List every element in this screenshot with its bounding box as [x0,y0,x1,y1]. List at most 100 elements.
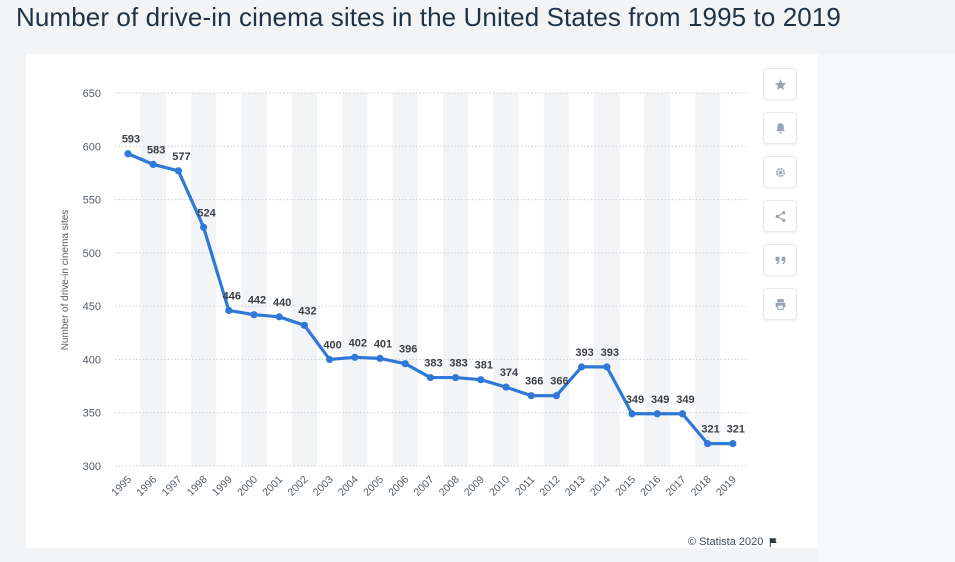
data-point[interactable] [729,440,737,448]
data-point[interactable] [200,223,208,231]
star-icon [774,78,786,90]
data-label: 524 [197,207,216,219]
x-tick-label: 2000 [235,474,260,499]
category-band [695,93,721,466]
category-band [543,93,569,466]
category-band [140,93,166,466]
print-icon [775,298,785,310]
x-tick-label: 1995 [109,474,134,499]
data-point[interactable] [376,354,384,362]
data-point[interactable] [578,363,586,371]
data-point[interactable] [628,410,636,418]
y-tick-label: 450 [83,301,101,313]
data-point[interactable] [527,392,535,400]
x-tick-label: 2012 [538,474,563,499]
data-point[interactable] [275,313,283,321]
bell-icon [775,122,785,134]
data-point[interactable] [426,373,434,382]
y-tick-label: 550 [83,195,101,207]
category-band [342,93,368,466]
settings-button[interactable] [763,156,797,188]
x-tick-label: 2015 [613,474,638,499]
data-label: 440 [273,297,291,309]
data-point[interactable] [174,167,182,175]
data-label: 374 [500,367,519,379]
data-label: 383 [449,358,467,370]
data-point[interactable] [704,440,712,448]
data-label: 321 [701,424,719,436]
x-tick-label: 2009 [462,474,487,499]
data-label: 393 [601,347,619,359]
page-title: Number of drive-in cinema sites in the U… [16,2,841,32]
statista-credit[interactable]: © Statista 2020 [688,536,779,548]
x-tick-label: 2005 [361,474,386,499]
data-point[interactable] [678,410,687,418]
data-label: 593 [122,134,140,146]
data-label: 383 [424,358,442,370]
data-point[interactable] [351,353,359,361]
favorite-button[interactable] [763,68,797,100]
x-tick-label: 2019 [714,474,739,499]
x-tick-label: 2001 [260,474,285,499]
category-band [443,93,469,466]
credit-text: © Statista 2020 [688,536,764,548]
data-point[interactable] [477,376,485,384]
data-label: 393 [575,347,593,359]
side-panel [818,54,955,562]
data-label: 366 [550,376,568,388]
quote-icon [775,256,785,264]
share-icon [775,210,785,222]
data-label: 349 [676,394,694,406]
category-band [392,93,418,466]
notification-button[interactable] [763,112,797,144]
data-label: 577 [172,151,190,163]
data-point[interactable] [149,160,157,169]
category-band [594,93,620,466]
data-label: 442 [248,295,266,307]
y-tick-label: 300 [83,461,101,473]
x-tick-label: 2016 [638,474,663,499]
data-point[interactable] [124,150,132,158]
y-tick-label: 400 [83,354,101,366]
data-point[interactable] [300,321,308,329]
data-label: 446 [223,290,241,302]
x-tick-label: 2013 [563,474,588,499]
data-point[interactable] [502,383,510,391]
gear-icon [775,167,785,177]
data-label: 349 [651,394,669,406]
data-label: 401 [374,338,392,350]
x-tick-label: 2018 [689,474,714,499]
data-label: 402 [349,337,367,349]
data-point[interactable] [452,373,460,382]
data-label: 400 [323,339,341,351]
data-label: 381 [475,360,493,372]
data-point[interactable] [225,306,233,315]
data-point[interactable] [653,410,661,418]
data-point[interactable] [326,355,334,364]
x-tick-label: 2017 [664,474,689,499]
x-tick-label: 2002 [286,474,311,499]
x-tick-label: 2008 [437,474,462,499]
share-button[interactable] [763,200,797,232]
page-bottom [0,548,818,562]
data-label: 396 [399,344,417,356]
x-tick-label: 1996 [134,474,159,499]
data-label: 321 [727,424,745,436]
data-label: 349 [626,394,644,406]
y-tick-label: 350 [83,408,101,420]
citation-button[interactable] [763,244,797,276]
y-tick-label: 500 [83,248,101,260]
x-tick-label: 2003 [311,474,336,499]
x-tick-label: 1999 [210,474,235,499]
print-button[interactable] [763,288,797,320]
data-point[interactable] [603,363,611,371]
x-tick-label: 1997 [160,474,185,499]
data-point[interactable] [401,360,409,368]
x-tick-label: 2014 [588,474,613,499]
category-band [241,93,267,466]
category-band [291,93,317,466]
data-point[interactable] [552,392,561,400]
data-point[interactable] [250,311,258,319]
data-label: 432 [298,305,316,317]
